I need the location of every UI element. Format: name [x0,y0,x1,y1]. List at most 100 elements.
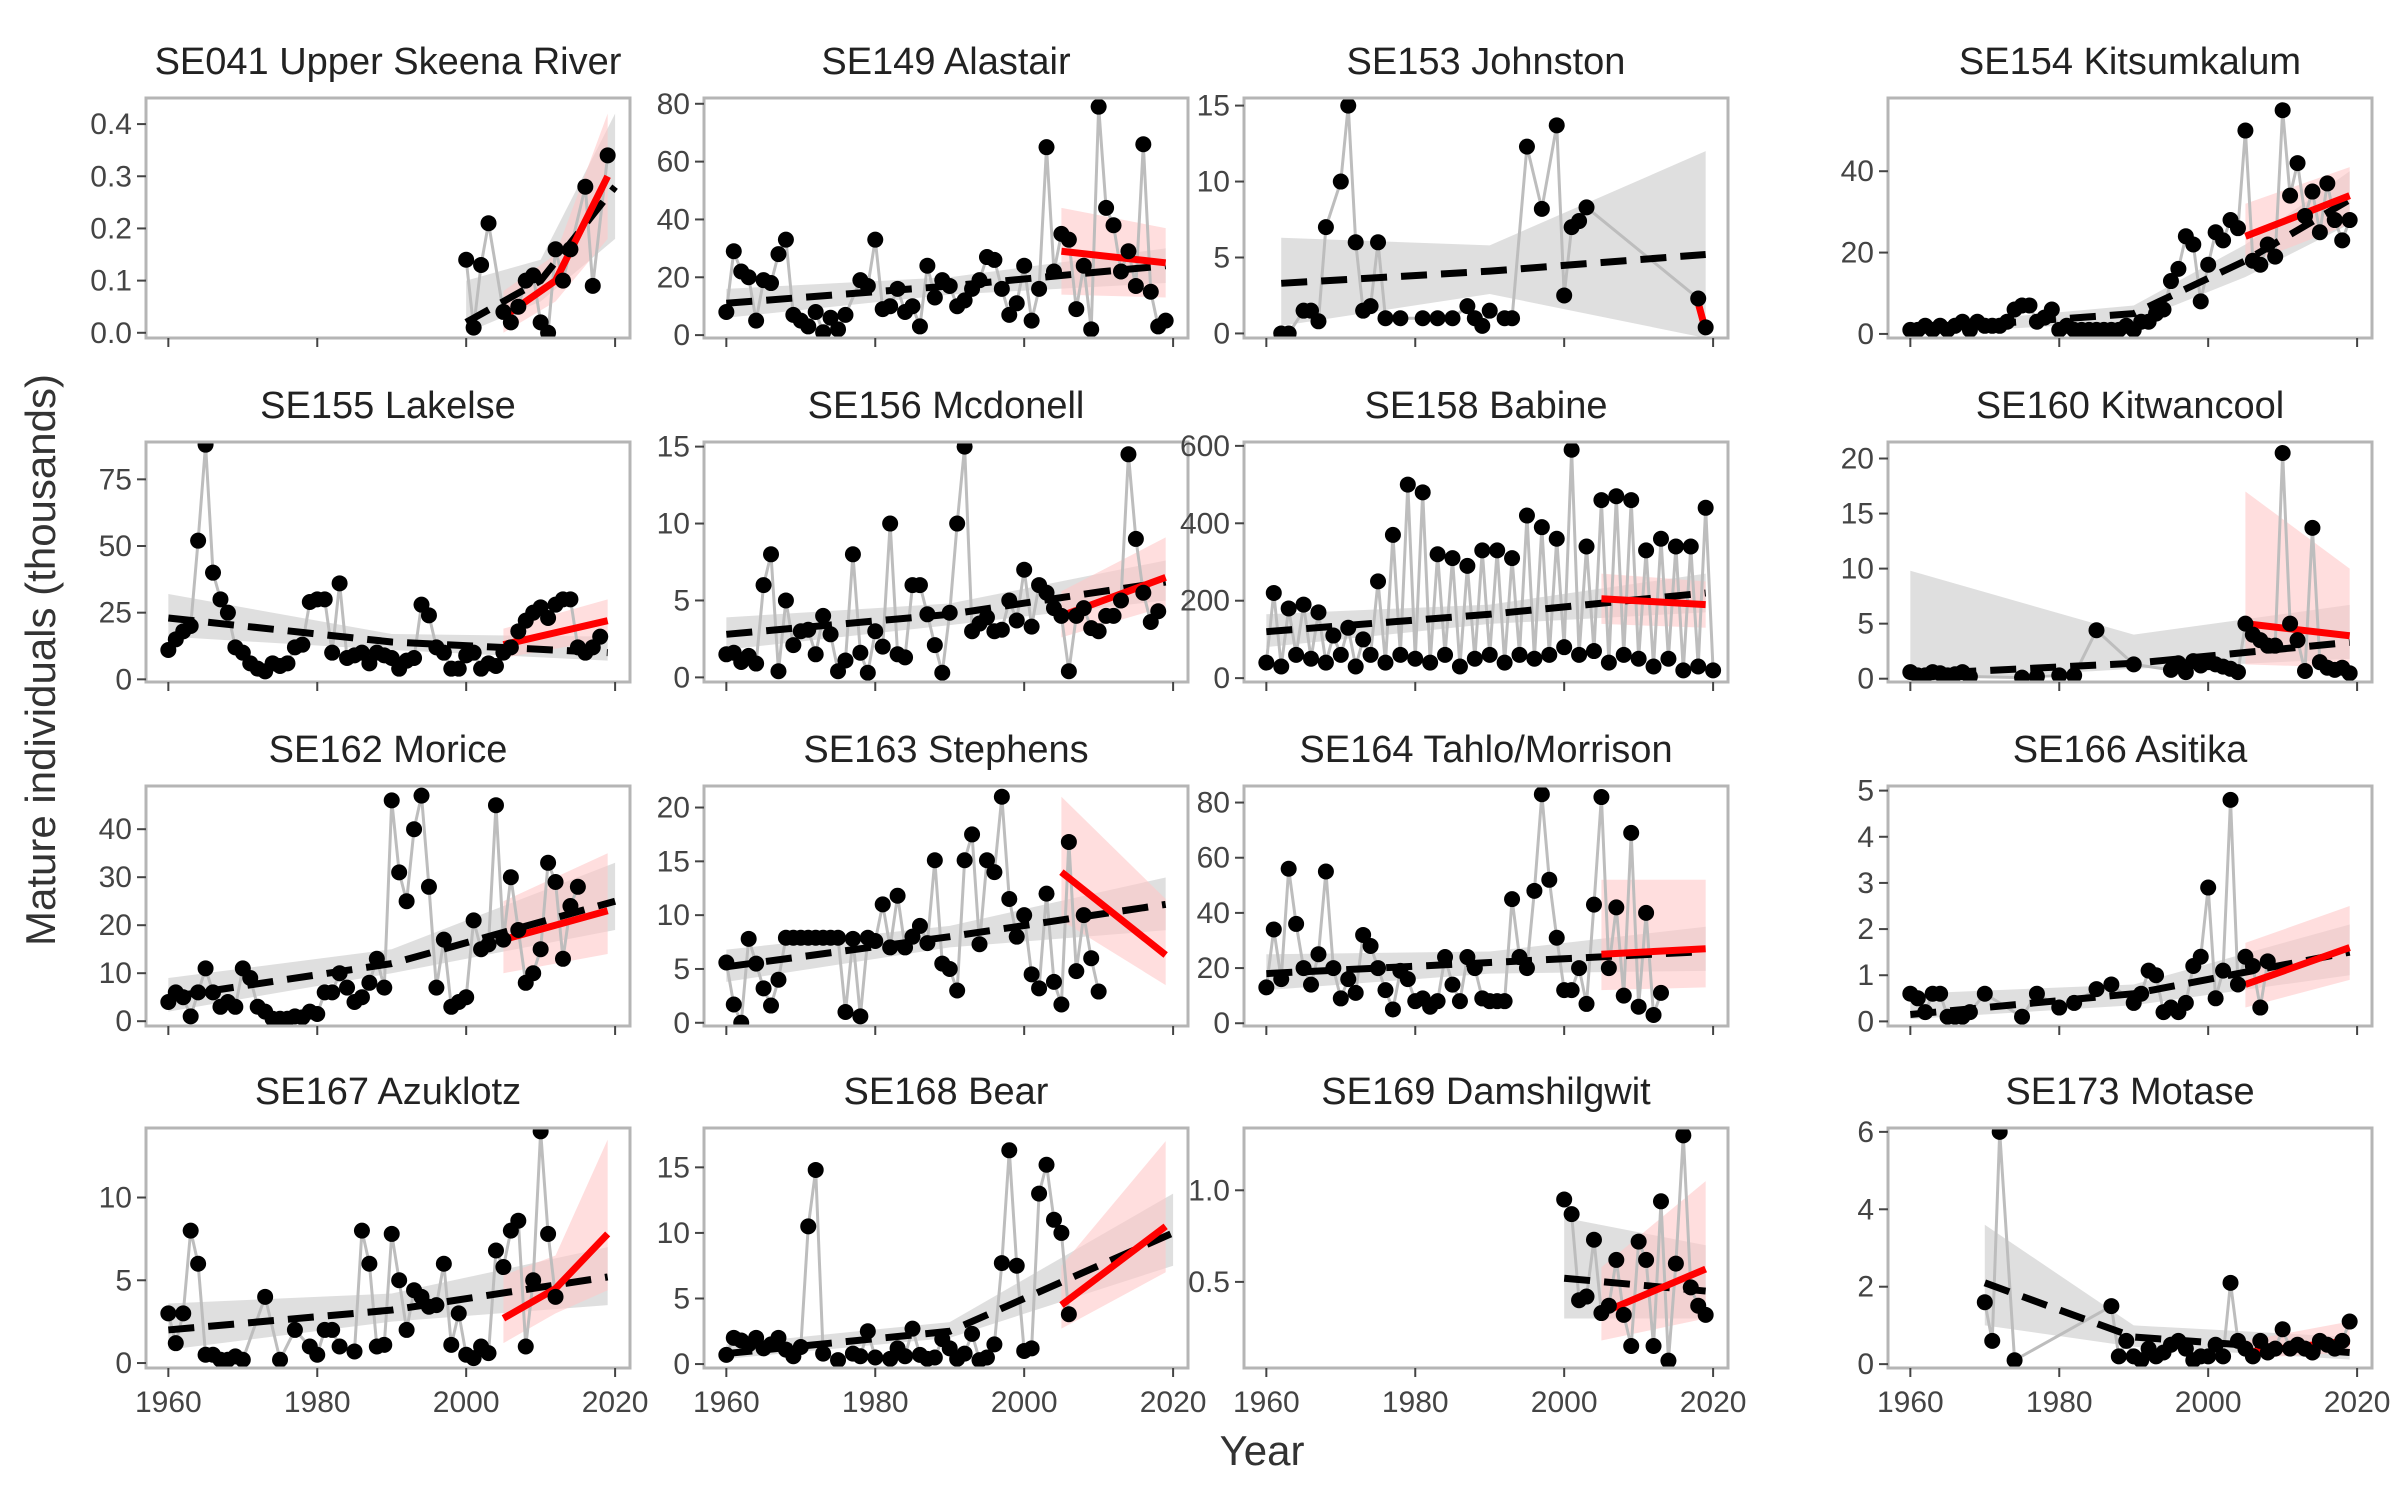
data-point [532,941,549,958]
observed-line [1909,799,2270,1019]
data-point [978,609,995,626]
data-point [2043,301,2060,318]
data-point [986,251,1003,268]
data-point [1008,1257,1025,1274]
data-point [510,298,527,315]
data-point [1031,980,1048,997]
data-point [1332,173,1349,190]
data-point [2177,994,2194,1011]
panel-frame [1242,96,1730,340]
data-point [1258,979,1275,996]
panel-frame [702,1126,1190,1370]
data-point [1265,584,1282,601]
data-point [495,931,512,948]
data-point [2006,1352,2023,1368]
data-point [2229,976,2246,993]
data-point [2133,1352,2150,1368]
data-point [562,591,579,608]
data-point [361,974,378,991]
data-point [897,1348,914,1365]
data-point [1008,928,1025,945]
data-point [2296,662,2313,679]
data-point [525,1272,542,1289]
data-point [1060,663,1077,680]
y-tick-label: 0 [1857,318,1874,351]
data-point [1660,650,1677,667]
data-point [1667,1255,1684,1272]
data-point [2267,637,2284,654]
data-point [1652,530,1669,547]
data-point [458,251,475,268]
data-point [1563,442,1580,458]
data-point [2304,183,2321,200]
data-point [532,1128,549,1140]
data-point [353,989,370,1006]
data-point [294,636,311,653]
data-point [383,1225,400,1242]
y-tick-label: 0 [1213,662,1230,695]
data-point [1556,287,1573,304]
recent-trend-line [1059,1223,1168,1308]
y-tick-label: 40 [657,203,690,236]
data-point [748,955,765,972]
panel-title: SE155 Lakelse [260,385,516,427]
data-point [986,864,1003,881]
data-point [2088,622,2105,639]
x-tick-label: 1980 [1382,1386,1449,1419]
data-point [592,628,609,645]
data-point [1045,263,1062,280]
data-point [1533,200,1550,217]
data-point [889,887,906,904]
data-point [376,1336,393,1353]
data-point [1377,982,1394,999]
data-point [1984,1332,2001,1349]
data-point [391,864,408,881]
data-point [1362,938,1379,954]
data-point [859,1323,876,1340]
x-tick-label: 1960 [1233,1386,1300,1419]
data-point [2289,632,2306,649]
long-term-trend-line [167,897,617,1001]
data-point [502,869,519,886]
data-point [1347,658,1364,675]
data-point [956,1345,973,1362]
data-point [859,664,876,681]
data-point [1623,824,1640,841]
data-point [2215,232,2232,249]
data-point [993,788,1010,805]
plot-area [1258,786,1706,1023]
x-tick-label: 2020 [1680,1386,1747,1419]
y-tick-label: 0.3 [90,160,132,193]
data-point [1083,321,1100,338]
data-point [1638,1251,1655,1268]
data-point [487,797,504,814]
long-term-trend-line [167,614,608,657]
x-tick-label: 1980 [2026,1386,2093,1419]
data-point [1474,317,1491,334]
data-point [450,660,467,677]
data-point [554,272,571,289]
data-point [1031,1185,1048,1202]
data-point [1001,1142,1018,1159]
data-point [435,931,452,948]
data-point [167,1335,184,1352]
data-point [1675,662,1692,679]
x-tick-label: 1960 [1877,1386,1944,1419]
y-tick-label: 20 [1841,443,1874,476]
data-point [219,604,236,621]
data-point [1060,833,1077,850]
data-point [1407,650,1424,667]
recent-trend-line [1601,945,1706,958]
panel-frame [1242,440,1730,684]
y-tick-label: 20 [657,792,690,825]
data-point [554,950,571,967]
data-point [1563,982,1580,999]
data-point [197,960,214,977]
data-point [2148,967,2165,984]
data-point [2192,293,2209,310]
data-point [1615,1306,1632,1323]
data-point [2222,1274,2239,1291]
data-point [1090,623,1107,640]
data-point [1045,973,1062,990]
data-point [2118,1332,2135,1349]
